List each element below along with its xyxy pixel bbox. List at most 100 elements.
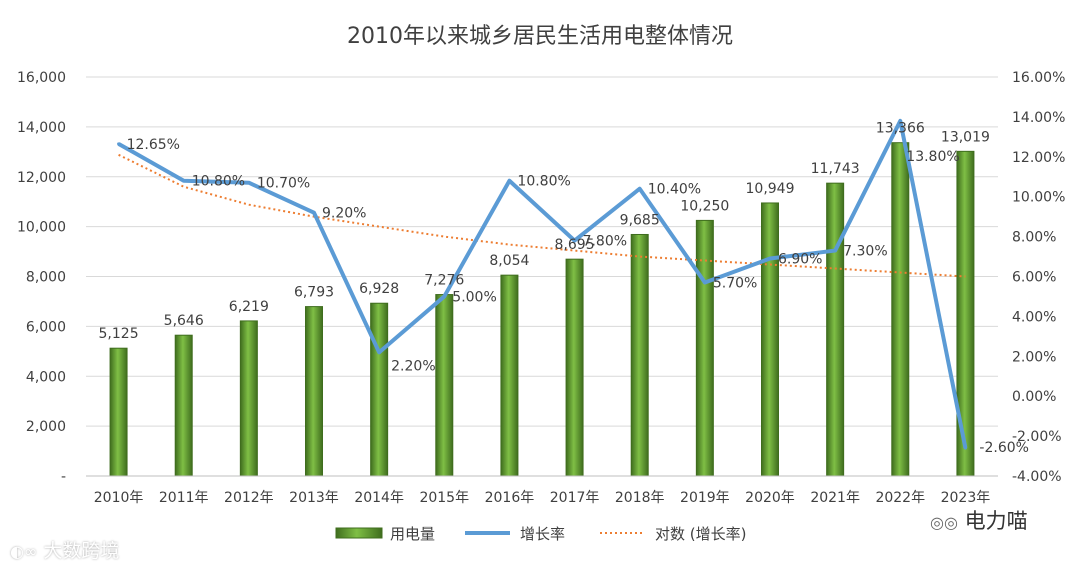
growth-point	[703, 280, 707, 284]
bar-data-label: 6,793	[294, 285, 334, 301]
line-data-label: 10.40%	[648, 182, 701, 198]
bar-data-label: 11,743	[811, 161, 860, 177]
line-data-label: 7.30%	[843, 244, 887, 260]
watermark-right: ◎◎ 电力喵	[930, 505, 1028, 535]
legend-label-trend: 对数 (增长率)	[655, 525, 746, 543]
bar-data-label: 8,054	[489, 253, 529, 269]
trendline	[118, 153, 966, 278]
x-axis-tick-label: 2020年	[745, 490, 795, 506]
line-data-label: 10.80%	[517, 174, 570, 190]
right-axis-tick-label: 12.00%	[1012, 150, 1065, 166]
right-axis-tick-label: 2.00%	[1012, 349, 1056, 365]
bar	[174, 334, 193, 477]
growth-point	[312, 211, 316, 215]
left-axis-tick-label: 12,000	[17, 170, 66, 186]
x-axis-tick-label: 2019年	[680, 490, 730, 506]
x-axis-tick-label: 2013年	[289, 490, 339, 506]
left-axis-tick-label: 10,000	[17, 220, 66, 236]
growth-line	[117, 118, 968, 449]
x-axis: 2010年 2011年 2012年 2013年 2014年 2015年 2016年 2017年…	[86, 475, 998, 506]
growth-point	[638, 187, 642, 191]
bar	[500, 274, 519, 477]
chart-title: 2010年以来城乡居民生活用电整体情况	[347, 24, 733, 49]
bar-data-label: 10,250	[680, 198, 729, 214]
right-axis-tick-label: 8.00%	[1012, 230, 1056, 246]
growth-point	[247, 181, 251, 185]
bar-data-label: 10,949	[746, 181, 795, 197]
line-data-label: -2.60%	[979, 440, 1029, 456]
bar	[891, 142, 910, 477]
right-axis-tick-label: 16.00%	[1012, 70, 1065, 86]
growth-point	[182, 179, 186, 183]
x-axis-tick-label: 2017年	[550, 490, 600, 506]
bar	[109, 347, 128, 477]
growth-point	[117, 142, 121, 146]
x-axis-tick-label: 2023年	[941, 490, 991, 506]
line-data-label: 9.20%	[322, 206, 366, 222]
bar	[826, 182, 845, 477]
bar-data-labels: 5,125 5,646 6,219 6,793 6,928 7,276 8,054 8,695…	[99, 121, 990, 343]
growth-point	[833, 249, 837, 253]
bar	[565, 258, 584, 477]
left-axis-tick-label: 16,000	[17, 70, 66, 86]
bar-data-label: 8,695	[555, 237, 595, 253]
legend-swatch-bar	[335, 527, 383, 539]
watermark-logo-icon: ◐∞	[10, 542, 38, 561]
bar	[630, 233, 649, 477]
bar-data-label: 7,276	[424, 273, 464, 289]
right-axis-tick-label: 10.00%	[1012, 190, 1065, 206]
legend: 用电量 增长率 对数 (增长率)	[335, 525, 746, 543]
bar-series	[109, 142, 975, 477]
bar-data-label: 6,219	[229, 299, 269, 315]
watermark-left-text: 大数跨境	[43, 540, 120, 562]
left-axis-tick-label: 6,000	[26, 319, 66, 335]
bar-data-label: 5,125	[99, 326, 139, 342]
legend-label-line: 增长率	[520, 525, 565, 543]
line-data-label: 2.20%	[391, 358, 435, 374]
right-axis: -4.00% -2.00% 0.00% 2.00% 4.00% 6.00% 8.00% 10.…	[1012, 70, 1065, 485]
line-data-labels: 12.65% 10.80% 10.70% 9.20% 2.20% 5.00% 10.80% 7…	[127, 137, 1029, 456]
bar	[305, 306, 323, 477]
right-axis-tick-label: 4.00%	[1012, 309, 1056, 325]
line-data-label: 12.65%	[127, 137, 180, 153]
x-axis-tick-label: 2022年	[875, 490, 925, 506]
bar-data-label: 5,646	[164, 313, 204, 329]
bar	[370, 302, 389, 477]
right-axis-tick-label: 14.00%	[1012, 110, 1065, 126]
growth-point	[573, 239, 577, 243]
left-axis-tick-label: -	[61, 469, 66, 485]
line-data-label: 10.80%	[192, 174, 245, 190]
growth-point	[377, 350, 381, 354]
x-axis-tick-label: 2012年	[224, 490, 274, 506]
left-axis-tick-label: 8,000	[26, 270, 66, 286]
line-data-label: 5.70%	[713, 275, 757, 291]
line-data-label: 10.70%	[257, 176, 310, 192]
bar	[695, 219, 714, 477]
bar-data-label: 6,928	[359, 281, 399, 297]
x-axis-tick-label: 2015年	[419, 490, 469, 506]
line-data-label: 6.90%	[778, 252, 822, 268]
x-axis-tick-label: 2016年	[485, 490, 535, 506]
growth-point	[507, 179, 511, 183]
x-axis-tick-label: 2010年	[94, 490, 144, 506]
growth-point	[442, 294, 446, 298]
right-axis-tick-label: 0.00%	[1012, 389, 1056, 405]
bar-data-label: 13,019	[941, 129, 990, 145]
grid-lines	[86, 76, 998, 477]
left-axis-tick-label: 2,000	[26, 419, 66, 435]
watermark-right-text: 电力喵	[964, 509, 1028, 533]
bar	[761, 202, 779, 477]
left-axis: - 2,000 4,000 6,000 8,000 10,000 12,000 14,000 1…	[17, 70, 66, 485]
line-data-label: 13.80%	[906, 149, 959, 165]
right-axis-tick-label: -4.00%	[1012, 469, 1062, 485]
bar-data-label: 9,685	[620, 212, 660, 228]
trendline-series	[118, 153, 966, 278]
bar-data-label: 13,366	[876, 121, 925, 137]
growth-point	[768, 257, 772, 261]
x-axis-tick-label: 2021年	[810, 490, 860, 506]
x-axis-tick-label: 2018年	[615, 490, 665, 506]
growth-line-series	[117, 118, 968, 450]
line-data-label: 7.80%	[583, 234, 627, 250]
bar	[435, 294, 454, 477]
